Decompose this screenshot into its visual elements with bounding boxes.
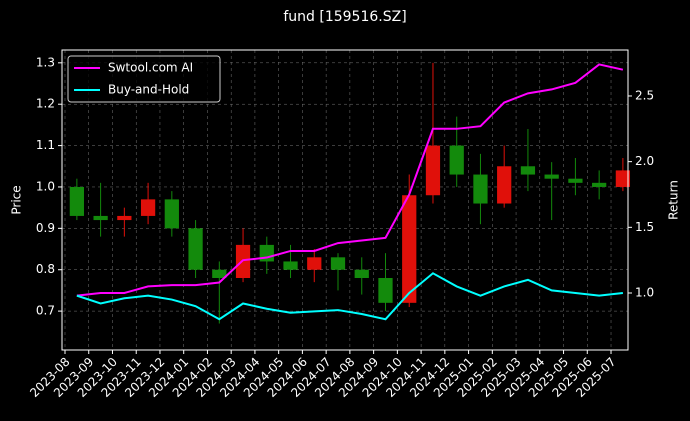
y-tick-label: 1.3 bbox=[36, 55, 55, 69]
y-tick-label: 0.8 bbox=[36, 262, 55, 276]
chart-title: fund [159516.SZ] bbox=[283, 9, 406, 25]
return-line bbox=[76, 272, 623, 321]
candle-body bbox=[330, 257, 346, 270]
y-tick-label: 1.2 bbox=[36, 97, 55, 111]
candle-body bbox=[473, 174, 488, 204]
candle-body bbox=[188, 228, 203, 270]
candle-body bbox=[354, 269, 369, 278]
candle-body bbox=[212, 269, 227, 278]
candle-body bbox=[544, 174, 559, 179]
y2-tick-label: 1.0 bbox=[635, 285, 654, 299]
candle-body bbox=[164, 199, 179, 229]
y2-axis-label: Return bbox=[667, 180, 681, 220]
candle-body bbox=[425, 145, 441, 196]
candle-body bbox=[497, 166, 512, 204]
y-tick-label: 0.9 bbox=[36, 221, 55, 235]
candle-body bbox=[378, 278, 393, 303]
candle-body bbox=[93, 215, 108, 221]
y2-tick-label: 2.5 bbox=[635, 88, 654, 102]
candle-body bbox=[402, 195, 417, 303]
legend-label: Buy-and-Hold bbox=[108, 83, 189, 97]
plot-frame bbox=[61, 49, 629, 351]
y-tick-label: 0.7 bbox=[36, 304, 55, 318]
y-axis-label: Price bbox=[10, 185, 24, 214]
legend-box bbox=[67, 55, 221, 103]
y-tick-label: 1.0 bbox=[36, 179, 55, 193]
candle-body bbox=[69, 186, 84, 216]
candle-body bbox=[520, 166, 536, 175]
candle-body bbox=[117, 215, 132, 221]
candle-body bbox=[283, 261, 298, 270]
y-tick-label: 1.1 bbox=[36, 138, 55, 152]
y2-tick-label: 2.0 bbox=[635, 154, 654, 168]
y2-tick-label: 1.5 bbox=[635, 220, 654, 234]
candle-body bbox=[568, 178, 583, 183]
candle-body bbox=[449, 145, 464, 175]
candle-body bbox=[592, 182, 607, 187]
return-line bbox=[76, 63, 624, 297]
candle-body bbox=[140, 199, 156, 216]
candle-body bbox=[615, 170, 631, 187]
candle-body bbox=[307, 257, 322, 270]
legend-label: Swtool.com AI bbox=[108, 61, 193, 75]
